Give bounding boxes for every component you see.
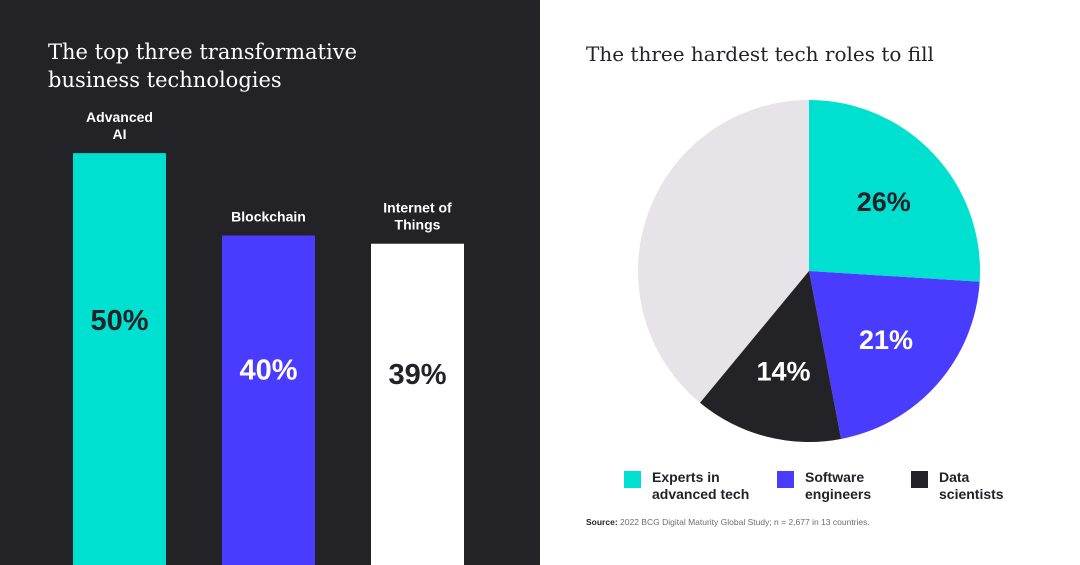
bar-chart-panel: The top three transformative business te… xyxy=(0,0,540,565)
pie-slice-1 xyxy=(809,271,980,439)
pie-slice-0 xyxy=(809,100,980,282)
legend-label-experts: Experts in advanced tech xyxy=(652,469,750,502)
legend-swatch-experts xyxy=(624,471,641,488)
bar-0 xyxy=(73,153,166,565)
bar-category-label-1: Blockchain xyxy=(231,209,306,225)
pie-slice-remainder xyxy=(638,100,809,403)
bar-chart-title: The top three transformative business te… xyxy=(48,40,358,92)
bar-category-label-0: Advanced AI xyxy=(86,109,153,142)
source-note: Source: 2022 BCG Digital Maturity Global… xyxy=(586,517,870,527)
legend-swatch-data-scientists xyxy=(911,471,928,488)
pie-value-label-1: 21% xyxy=(859,325,913,355)
legend-item-software: Software engineers xyxy=(777,469,915,503)
legend-label-software: Software engineers xyxy=(805,469,872,502)
bar-value-label-0: 50% xyxy=(90,305,148,337)
bar-2 xyxy=(371,243,464,565)
pie-chart-title: The three hardest tech roles to fill xyxy=(586,42,934,66)
pie-legend: Experts in advanced tech Software engine… xyxy=(624,469,1064,509)
bar-value-label-2: 39% xyxy=(388,359,446,391)
pie-chart: 26% 21% 14% xyxy=(638,100,980,442)
bar-1 xyxy=(222,235,315,565)
pie-value-label-2: 14% xyxy=(756,356,810,386)
pie-value-label-0: 26% xyxy=(857,187,911,217)
pie-slice-2 xyxy=(700,271,842,442)
bar-category-label-2: Internet of Things xyxy=(383,200,452,233)
source-text: 2022 BCG Digital Maturity Global Study; … xyxy=(620,517,870,527)
legend-label-data-scientists: Data scientists xyxy=(939,469,1004,502)
legend-swatch-software xyxy=(777,471,794,488)
bar-chart: 50% Advanced AI 40% Blockchain 39% Internet of… xyxy=(73,109,464,565)
legend-item-data-scientists: Data scientists xyxy=(911,469,1049,503)
pie-chart-panel: The three hardest tech roles to fill 26%… xyxy=(540,0,1080,565)
legend-item-experts: Experts in advanced tech xyxy=(624,469,762,503)
source-label: Source: xyxy=(586,517,618,527)
bar-value-label-1: 40% xyxy=(239,354,297,386)
